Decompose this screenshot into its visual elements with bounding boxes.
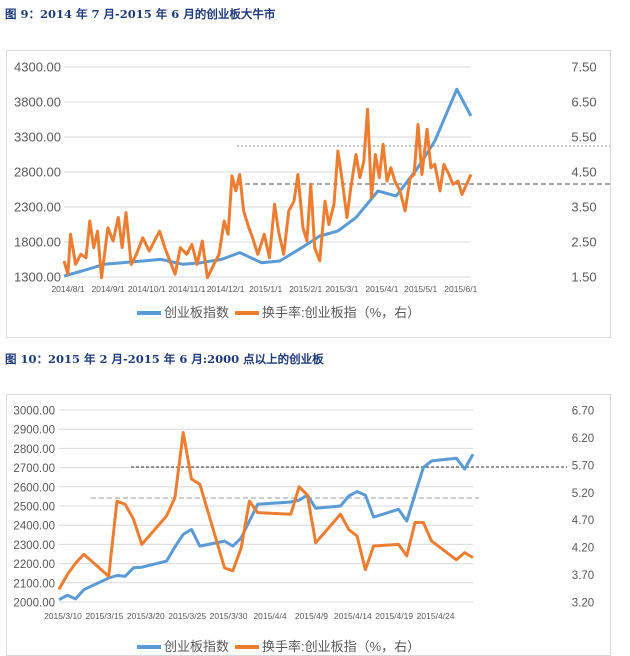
x-tick-label: 2015/4/9 (295, 611, 328, 621)
x-tick-label: 2015/3/20 (127, 611, 165, 621)
x-tick-label: 2015/3/25 (168, 611, 206, 621)
y-left-tick-label: 1800.00 (14, 235, 61, 250)
x-tick-label: 2015/4/19 (375, 611, 413, 621)
y-right-tick-label: 4.50 (571, 165, 596, 180)
x-tick-label: 2015/1/1 (249, 284, 282, 294)
chart-1-turnover-vs-index: 4300.00 3800.00 3300.00 2800.00 2300.00 1800.… (14, 60, 610, 320)
y-right-tick-label: 5.50 (571, 130, 596, 145)
x-tick-label: 2015/6/1 (444, 284, 477, 294)
y-left-tick-label: 2700.00 (13, 463, 55, 475)
y-left-tick-label: 2200.00 (13, 559, 55, 571)
y-left-tick-label: 1300.00 (14, 270, 61, 285)
x-tick-label: 2015/3/30 (210, 611, 248, 621)
x-tick-label: 2015/5/1 (404, 284, 437, 294)
x-tick-label: 2014/8/1 (51, 284, 84, 294)
y-left-tick-label: 3800.00 (14, 95, 61, 110)
y-left-tick-label: 2900.00 (13, 425, 55, 437)
y-left-tick-label: 4300.00 (14, 60, 61, 75)
y-left-tick-label: 2800.00 (14, 165, 61, 180)
y-right-tick-label: 4.70 (572, 515, 594, 527)
y-right-tick-label: 6.50 (571, 95, 596, 110)
y-left-tick-label: 2600.00 (13, 482, 55, 494)
y-right-tick-label: 6.20 (572, 433, 594, 445)
legend-label: 创业板指数 (164, 639, 229, 654)
y-left-tick-label: 3000.00 (13, 406, 55, 418)
chart-1-frame: 4300.00 3800.00 3300.00 2800.00 2300.00 1800.… (6, 50, 611, 338)
x-tick-label: 2015/3/1 (325, 284, 358, 294)
x-tick-label: 2015/4/24 (417, 611, 455, 621)
x-tick-label: 2015/3/15 (85, 611, 123, 621)
y-right-tick-label: 5.70 (572, 460, 594, 472)
series-line-turnover (62, 107, 473, 280)
x-tick-label: 2014/9/1 (92, 284, 125, 294)
figure-9-title: 图 9：2014 年 7 月-2015 年 6 月的创业板大牛市 (5, 7, 276, 21)
x-tick-label: 2014/11/1 (168, 284, 205, 294)
legend-label: 创业板指数 (164, 305, 229, 320)
x-tick-label: 2015/2/1 (289, 284, 322, 294)
legend-label: 换手率:创业板指（%，右） (262, 305, 420, 320)
x-tick-label: 2015/4/1 (365, 284, 398, 294)
y-right-tick-label: 3.70 (572, 570, 594, 582)
x-tick-label: 2015/4/4 (253, 611, 286, 621)
y-right-tick-label: 4.20 (572, 543, 594, 555)
y-right-tick-label: 6.70 (572, 406, 594, 418)
y-right-tick-label: 3.50 (571, 200, 596, 215)
y-left-tick-label: 2300.00 (14, 200, 61, 215)
legend-label: 换手率:创业板指（%，右） (262, 639, 420, 654)
figure-10-title: 图 10：2015 年 2 月-2015 年 6 月:2000 点以上的创业板 (5, 352, 324, 366)
y-right-tick-label: 7.50 (571, 60, 596, 75)
x-tick-label: 2015/3/10 (44, 611, 82, 621)
y-left-tick-label: 3300.00 (14, 130, 61, 145)
x-tick-label: 2014/12/1 (207, 284, 245, 294)
y-left-tick-label: 2100.00 (13, 578, 55, 590)
y-right-tick-label: 5.20 (572, 488, 594, 500)
y-right-tick-label: 2.50 (571, 235, 596, 250)
y-left-tick-label: 2300.00 (13, 540, 55, 552)
x-tick-label: 2014/10/1 (128, 284, 166, 294)
series-line-index (58, 453, 475, 602)
y-left-tick-label: 2000.00 (13, 598, 55, 610)
y-left-tick-label: 2500.00 (13, 502, 55, 514)
y-left-tick-label: 2800.00 (13, 444, 55, 456)
y-right-tick-label: 3.20 (572, 598, 594, 610)
series-line-turnover (57, 431, 474, 591)
chart-2-frame: 3000.00 2900.00 2800.00 2700.00 2600.00 2500.… (6, 394, 611, 656)
y-left-tick-label: 2400.00 (13, 521, 55, 533)
y-right-tick-label: 1.50 (571, 270, 596, 285)
chart-2-above-2000-points: 3000.00 2900.00 2800.00 2700.00 2600.00 2500.… (13, 406, 594, 655)
x-tick-label: 2015/4/14 (334, 611, 372, 621)
